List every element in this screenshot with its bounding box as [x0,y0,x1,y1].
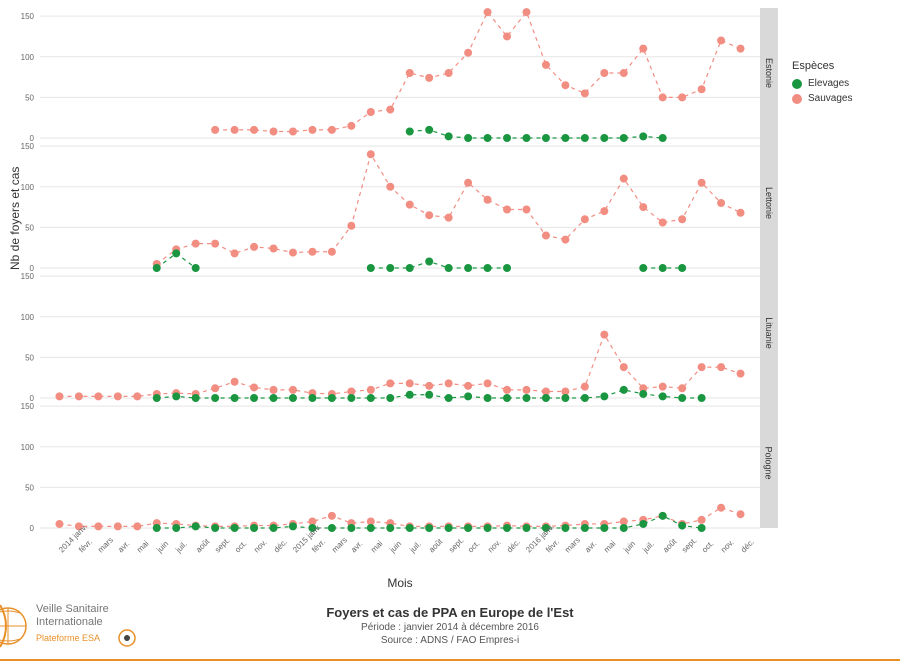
legend-dot-elevages [792,79,802,89]
svg-text:100: 100 [21,53,35,62]
panel-estonie: 050100150 Estonie [40,8,760,138]
svg-text:150: 150 [21,12,35,21]
logo-line3: Plateforme ESA [36,633,100,643]
svg-text:150: 150 [21,142,35,151]
svg-text:0: 0 [30,524,35,533]
footer: Veille Sanitaire Internationale Platefor… [0,599,900,661]
legend-title: Espèces [792,60,852,72]
logo-line2: Internationale [36,616,103,628]
x-axis-label: Mois [40,576,760,590]
strip-estonie: Estonie [760,8,778,138]
svg-text:50: 50 [25,93,34,102]
logo-line1: Veille Sanitaire [36,603,109,615]
strip-pologne: Pologne [760,398,778,528]
legend-label-elevages: Elevages [808,78,849,89]
legend-label-sauvages: Sauvages [808,93,852,104]
svg-text:50: 50 [25,483,34,492]
panel-lituanie: 050100150 Lituanie [40,268,760,398]
legend-item-sauvages: Sauvages [792,93,852,104]
legend: Espèces Elevages Sauvages [792,60,852,108]
svg-text:100: 100 [21,313,35,322]
svg-text:150: 150 [21,272,35,281]
svg-text:150: 150 [21,402,35,411]
svg-text:50: 50 [25,353,34,362]
svg-text:50: 50 [25,223,34,232]
strip-lituanie: Lituanie [760,268,778,398]
strip-lettonie: Lettonie [760,138,778,268]
legend-dot-sauvages [792,94,802,104]
panel-lettonie: 050100150 Lettonie [40,138,760,268]
svg-text:100: 100 [21,443,35,452]
x-ticks: 2014 janv.févr.marsavr.maijuinjuil.aoûts… [40,548,760,578]
chart-area: 050100150 Estonie 050100150 Lettonie 050… [40,8,760,548]
logo: Veille Sanitaire Internationale Platefor… [0,599,160,653]
svg-text:100: 100 [21,183,35,192]
legend-item-elevages: Elevages [792,78,852,89]
panel-pologne: 050100150 Pologne [40,398,760,528]
